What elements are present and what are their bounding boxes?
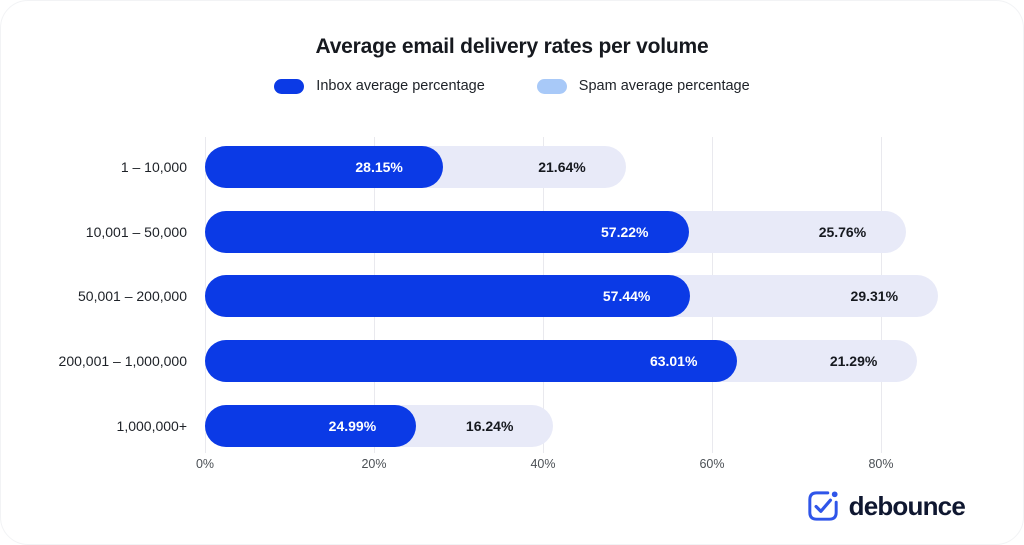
inbox-bar-segment bbox=[205, 146, 443, 189]
chart-row: 1,000,000+ 24.99% 16.24% bbox=[1, 393, 1024, 458]
brand-wordmark: debounce bbox=[848, 490, 966, 521]
legend-item-spam: Spam average percentage bbox=[536, 78, 750, 94]
spam-bar-segment: 63.01% 21.29% bbox=[205, 340, 918, 383]
chart-title: Average email delivery rates per volume bbox=[315, 35, 709, 58]
spam-value-label: 21.64% bbox=[538, 159, 586, 176]
inbox-bar-segment bbox=[205, 340, 738, 383]
legend: Inbox average percentage Spam average pe… bbox=[1, 78, 1023, 94]
legend-label-inbox: Inbox average percentage bbox=[316, 78, 485, 94]
x-tick-label: 20% bbox=[361, 457, 387, 471]
inbox-bar-segment bbox=[205, 404, 417, 447]
spam-bar-segment: 28.15% 21.64% bbox=[205, 146, 626, 189]
legend-label-spam: Spam average percentage bbox=[578, 78, 750, 94]
spam-legend-swatch-icon bbox=[536, 78, 567, 94]
chart-row: 200,001 – 1,000,000 63.01% 21.29% bbox=[1, 329, 1024, 394]
debounce-logo: debounce bbox=[806, 489, 966, 523]
category-label: 1 – 10,000 bbox=[120, 159, 187, 176]
category-label: 50,001 – 200,000 bbox=[78, 288, 187, 305]
inbox-legend-swatch-icon bbox=[274, 78, 305, 94]
spam-bar-segment: 57.44% 29.31% bbox=[205, 275, 939, 318]
legend-item-inbox: Inbox average percentage bbox=[274, 78, 485, 94]
spam-value-label: 16.24% bbox=[465, 417, 514, 434]
x-tick-label: 60% bbox=[699, 457, 725, 471]
inbox-value-label: 63.01% bbox=[649, 353, 698, 370]
chart-row: 10,001 – 50,000 57.22% 25.76% bbox=[1, 200, 1024, 265]
chart-row: 50,001 – 200,000 57.44% 29.31% bbox=[1, 264, 1024, 329]
debounce-check-icon bbox=[807, 491, 838, 521]
x-tick-label: 80% bbox=[868, 457, 894, 471]
inbox-value-label: 57.44% bbox=[602, 288, 651, 305]
spam-bar-segment: 24.99% 16.24% bbox=[205, 404, 554, 447]
inbox-value-label: 57.22% bbox=[601, 223, 649, 240]
spam-bar-segment: 57.22% 25.76% bbox=[205, 210, 907, 253]
spam-value-label: 29.31% bbox=[850, 288, 899, 305]
category-label: 1,000,000+ bbox=[116, 417, 187, 434]
inbox-bar-segment bbox=[205, 275, 691, 318]
category-label: 200,001 – 1,000,000 bbox=[58, 353, 187, 370]
inbox-value-label: 28.15% bbox=[355, 159, 403, 176]
x-axis: 0% 20% 40% 60% 80% bbox=[196, 457, 965, 477]
x-tick-label: 0% bbox=[195, 457, 215, 471]
inbox-bar-segment bbox=[205, 210, 689, 253]
category-label: 10,001 – 50,000 bbox=[85, 223, 187, 240]
spam-value-label: 25.76% bbox=[818, 223, 867, 240]
chart-row: 1 – 10,000 28.15% 21.64% bbox=[1, 135, 1024, 200]
bar-rows: 1 – 10,000 28.15% 21.64% 10,001 – 50,000 57.… bbox=[1, 135, 1024, 458]
x-tick-label: 40% bbox=[530, 457, 556, 471]
spam-value-label: 21.29% bbox=[829, 353, 878, 370]
inbox-value-label: 24.99% bbox=[328, 417, 377, 434]
